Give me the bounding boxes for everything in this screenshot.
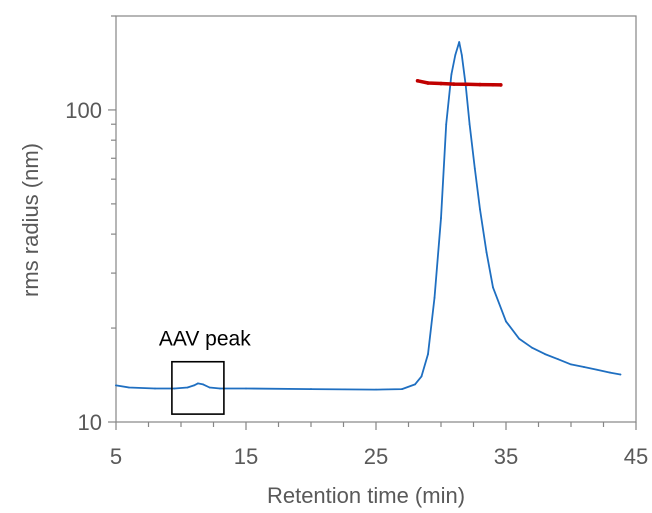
aav-peak-label: AAV peak [159, 328, 251, 351]
series-1-point [458, 41, 461, 43]
series-2-point [478, 82, 482, 87]
x-axis-ticks: 5 15 25 35 45 [110, 422, 648, 469]
series-1-point [433, 296, 436, 299]
series-1-point [310, 388, 312, 390]
x-tick-label: 15 [234, 444, 258, 469]
y-tick-label: 10 [78, 410, 102, 435]
series-1-point [128, 386, 130, 389]
series-1-point [173, 387, 176, 390]
series-1-point [186, 386, 189, 389]
series-1-point [473, 167, 476, 170]
series-1-point [245, 387, 247, 390]
aav-peak-box [171, 360, 225, 415]
x-tick-label: 5 [110, 444, 122, 469]
series-1-point [531, 346, 533, 349]
y-axis-title: rms radius (nm) [18, 143, 43, 297]
series-1-point [596, 368, 598, 371]
x-tick-label: 45 [624, 444, 648, 469]
series-1-point [440, 217, 442, 220]
series-line-1 [115, 41, 622, 391]
y-tick-label: 100 [65, 98, 102, 123]
series-1-point [518, 337, 520, 340]
series-1-point [619, 373, 622, 376]
series-1-point [202, 383, 205, 386]
y-axis-ticks: 10 100 [65, 15, 116, 435]
series-1-point [570, 363, 572, 366]
series-1-point [485, 251, 488, 254]
x-axis-title: Retention time (min) [267, 483, 465, 508]
series-layer [115, 41, 622, 391]
x-tick-label: 25 [364, 444, 388, 469]
annotation-layer: AAV peak [159, 328, 251, 415]
series-1-point [450, 73, 453, 76]
series-2-point [491, 82, 495, 87]
series-1-point [460, 54, 463, 56]
series-1-point [154, 387, 156, 390]
series-1-point [401, 388, 403, 390]
series-1-point [454, 54, 457, 56]
series-2-point [452, 82, 456, 86]
series-1-point [427, 353, 429, 356]
series-2-point [426, 81, 430, 85]
series-1-point [492, 286, 494, 289]
series-1-point [208, 386, 211, 389]
series-1-point [609, 371, 611, 374]
series-1-point [219, 387, 221, 390]
series-1-point [445, 123, 448, 126]
series-2-point [465, 82, 469, 87]
series-1-point [115, 384, 117, 387]
series-1-point [375, 388, 377, 391]
series-1-point [505, 320, 507, 323]
x-tick-label: 35 [494, 444, 518, 469]
series-1-point [414, 383, 416, 386]
plot-area: 5 15 25 35 45 10 100 AAV peak [65, 15, 648, 469]
series-1-point [583, 366, 585, 368]
series-1-point [468, 123, 471, 126]
series-2-point [499, 83, 503, 87]
series-line-2 [415, 79, 503, 87]
series-1-point [557, 358, 559, 361]
series-1-point [420, 375, 423, 378]
series-1-point [197, 382, 199, 385]
series-2-point [439, 81, 443, 86]
series-1-point [479, 208, 481, 211]
series-1-point [544, 353, 546, 356]
series-1-point [193, 384, 195, 387]
series-2-point [415, 78, 420, 83]
